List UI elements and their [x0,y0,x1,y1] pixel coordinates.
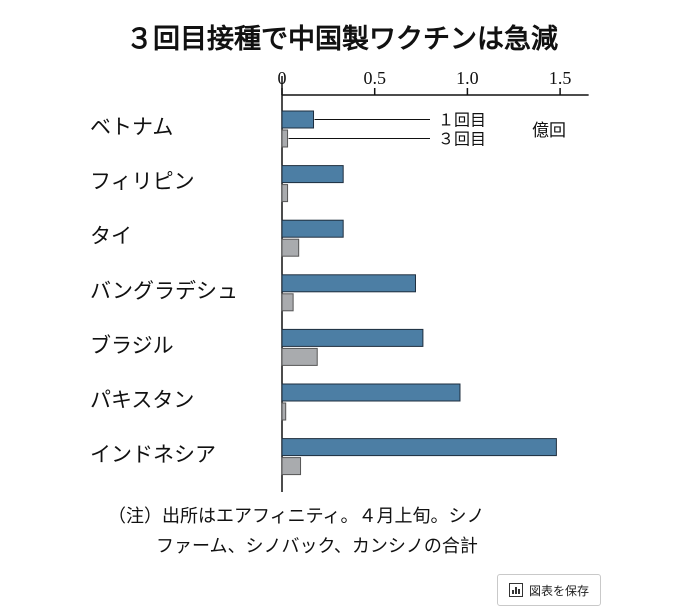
save-chart-label: 図表を保存 [528,583,589,598]
category-label: フィリピン [90,170,195,194]
chart-icon [508,583,523,597]
category-label: タイ [90,224,132,248]
bar-series-2 [281,184,289,203]
bar-series-1 [281,438,557,457]
bar-series-2 [281,402,287,421]
bar-series-1 [281,219,344,238]
bar-series-1 [281,328,424,347]
bar-series-2 [281,293,294,312]
bar-series-2 [281,129,289,148]
x-tick-label: 1.5 [549,68,572,88]
bar-series-1 [281,274,416,293]
bar-series-1 [281,165,344,184]
category-label: インドネシア [90,443,216,467]
bar-series-1 [281,110,315,129]
note-line-1: （注）出所はエアフィニティ。４月上旬。シノ [108,506,485,527]
x-tick-label: 1.0 [456,68,479,88]
bar-series-2 [281,457,302,476]
bar-series-2 [281,238,300,257]
category-label: パキスタン [90,388,194,412]
chart-title: ３回目接種で中国製ワクチンは急減 [126,23,558,55]
legend-label: ３回目 [438,130,486,149]
category-label: ブラジル [90,333,174,357]
bars [281,110,557,476]
bar-series-2 [281,347,318,366]
legend-label: １回目 [438,111,486,130]
save-chart-button[interactable]: 図表を保存 [497,574,601,606]
x-axis-ticks: 00.51.01.5 [278,68,572,95]
unit-label: 億回 [532,121,566,141]
note-line-2: ファーム、シノバック、カンシノの合計 [156,536,478,557]
x-tick-label: 0.5 [363,68,386,88]
chart: ３回目接種で中国製ワクチンは急減 00.51.01.5 億回 ベトナムフィリピン… [90,23,589,557]
bar-series-1 [281,383,461,402]
category-label: バングラデシュ [90,279,238,303]
category-label: ベトナム [90,115,173,139]
